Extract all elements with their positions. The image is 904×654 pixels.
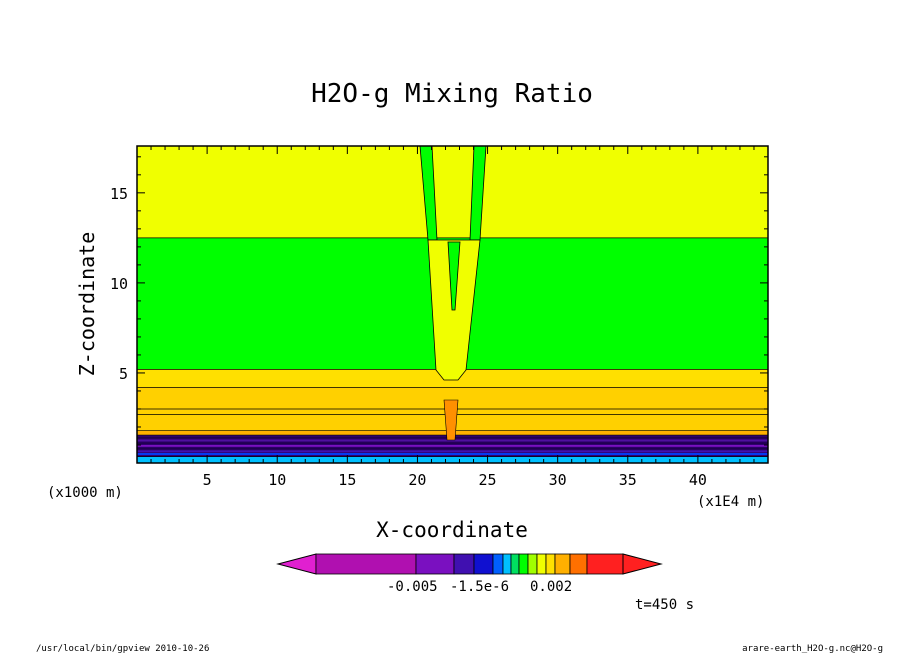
x-tick-label: 10 xyxy=(268,471,286,489)
colorbar-tick-label: -0.005 xyxy=(387,579,438,595)
x-tick-label: 35 xyxy=(619,471,637,489)
plume-core-green xyxy=(447,241,461,311)
colorbar-swatch xyxy=(315,553,417,575)
surface-stripe xyxy=(137,439,768,442)
plume-base-orange xyxy=(443,399,459,441)
band-0 xyxy=(137,146,768,238)
colorbar-swatch xyxy=(527,553,538,575)
x-tick-label: 40 xyxy=(689,471,707,489)
colorbar-swatch xyxy=(415,553,455,575)
y-axis-label: Z-coordinate xyxy=(75,232,99,377)
x-tick-label: 5 xyxy=(203,471,212,489)
colorbar-tick-labels: -0.005 -1.5e-6 0.002 xyxy=(387,579,572,595)
colorbar-swatch xyxy=(502,553,512,575)
footer-right: arare-earth_H2O-g.nc@H2O-g xyxy=(742,644,883,654)
surface-stripe xyxy=(137,447,768,450)
colorbar-swatch xyxy=(536,553,547,575)
colorbar-swatch xyxy=(492,553,504,575)
x-tick-label: 25 xyxy=(479,471,497,489)
x-tick-label: 20 xyxy=(408,471,426,489)
colorbar-swatch xyxy=(569,553,588,575)
colorbar-swatch xyxy=(586,553,624,575)
footer-left: /usr/local/bin/gpview 2010-10-26 xyxy=(36,644,209,654)
y-axis-ticks: 5 10 15 xyxy=(110,156,768,446)
y-axis-unit: (x1000 m) xyxy=(47,485,123,501)
surface-stripe xyxy=(137,450,768,453)
x-tick-label: 30 xyxy=(549,471,567,489)
plot-area: 5 10 15 20 25 30 35 40 5 10 15 xyxy=(110,145,769,489)
plot-frame xyxy=(136,145,769,464)
y-tick-label: 15 xyxy=(110,185,128,203)
colorbar-swatch xyxy=(554,553,571,575)
y-tick-label: 10 xyxy=(110,275,128,293)
colorbar xyxy=(276,553,663,575)
x-axis-ticks: 5 10 15 20 25 30 35 40 xyxy=(150,146,755,489)
surface-stripe xyxy=(137,453,768,455)
colorbar-tick-label: 0.002 xyxy=(530,579,572,595)
x-tick-label: 15 xyxy=(338,471,356,489)
plume xyxy=(419,146,487,441)
colorbar-swatch xyxy=(473,553,494,575)
colorbar-tick-label: -1.5e-6 xyxy=(450,579,509,595)
colorbar-swatch xyxy=(545,553,556,575)
surface-stripe xyxy=(137,442,768,445)
x-axis-label: X-coordinate xyxy=(376,518,528,542)
y-tick-label: 5 xyxy=(119,365,128,383)
chart-title: H2O-g Mixing Ratio xyxy=(311,79,593,109)
x-axis-unit: (x1E4 m) xyxy=(697,494,764,510)
colorbar-swatch xyxy=(453,553,475,575)
colorbar-over-triangle xyxy=(622,553,663,575)
time-label: t=450 s xyxy=(635,597,694,613)
band-6 xyxy=(137,456,768,463)
colorbar-under-triangle xyxy=(276,553,317,575)
colorbar-swatch xyxy=(510,553,520,575)
colorbar-swatch xyxy=(518,553,529,575)
surface-stripe xyxy=(137,444,768,447)
